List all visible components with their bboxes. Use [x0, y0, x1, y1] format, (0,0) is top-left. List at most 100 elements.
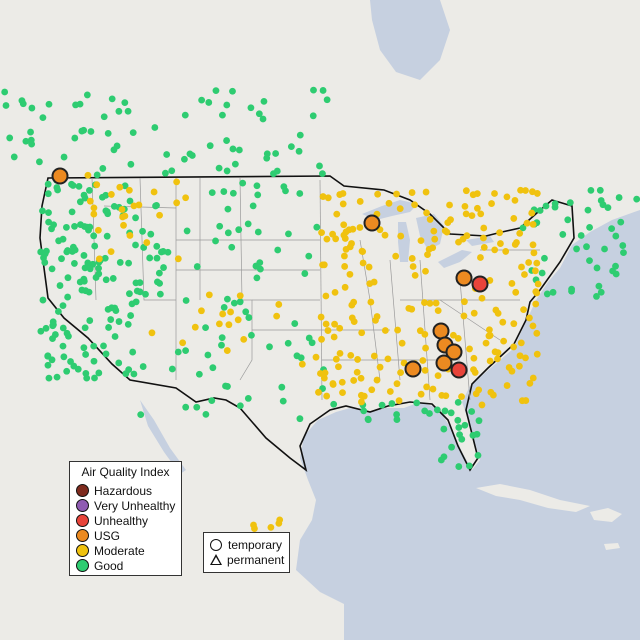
- station-good: [39, 114, 47, 122]
- station-moderate: [357, 391, 365, 399]
- station-moderate: [518, 263, 525, 271]
- station-moderate: [444, 219, 452, 227]
- station-good: [604, 204, 612, 212]
- station-moderate: [324, 194, 332, 202]
- station-good: [90, 232, 98, 240]
- station-moderate: [508, 280, 516, 287]
- station-moderate: [398, 339, 406, 347]
- station-good: [48, 356, 56, 364]
- station-moderate: [497, 240, 504, 247]
- station-good: [229, 145, 237, 153]
- station-good: [153, 242, 161, 250]
- station-moderate: [531, 267, 539, 275]
- station-good: [49, 318, 57, 326]
- station-moderate: [468, 212, 476, 220]
- station-good: [45, 374, 53, 382]
- station-good: [455, 463, 463, 470]
- station-moderate: [474, 204, 481, 212]
- station-good: [95, 264, 102, 272]
- station-good: [152, 202, 159, 210]
- station-moderate: [324, 327, 332, 334]
- station-good: [224, 229, 232, 237]
- station-good: [220, 188, 228, 195]
- station-good: [469, 431, 477, 439]
- legend-label: USG: [94, 528, 121, 543]
- station-moderate: [496, 229, 504, 237]
- station-good: [278, 383, 286, 391]
- us-border: [39, 175, 575, 472]
- lake-erie: [438, 250, 472, 268]
- station-moderate: [492, 306, 500, 314]
- station-good: [319, 170, 326, 178]
- station-good: [10, 153, 18, 161]
- station-good: [447, 409, 455, 417]
- station-usg: [455, 269, 473, 287]
- station-moderate: [516, 352, 524, 360]
- station-moderate: [392, 252, 400, 260]
- station-moderate: [394, 326, 402, 334]
- station-moderate: [487, 388, 495, 396]
- station-moderate: [148, 329, 156, 337]
- station-good: [126, 290, 133, 298]
- station-moderate: [491, 246, 499, 254]
- station-moderate: [533, 289, 541, 297]
- station-good: [454, 398, 462, 406]
- station-good: [615, 194, 623, 201]
- station-good: [224, 295, 231, 303]
- station-moderate: [386, 388, 394, 395]
- station-moderate: [532, 300, 540, 308]
- station-moderate: [397, 232, 405, 240]
- station-good: [55, 237, 63, 245]
- station-good: [136, 279, 144, 287]
- station-moderate: [348, 301, 356, 309]
- station-moderate: [126, 232, 134, 239]
- station-good: [50, 221, 58, 229]
- station-good: [142, 290, 149, 298]
- station-moderate: [458, 393, 465, 401]
- station-moderate: [503, 193, 511, 201]
- station-good: [296, 415, 304, 423]
- station-moderate: [205, 291, 213, 299]
- station-good: [259, 115, 267, 123]
- station-moderate: [357, 374, 365, 382]
- station-moderate: [520, 306, 527, 313]
- station-moderate: [234, 316, 242, 324]
- station-moderate: [533, 259, 541, 267]
- station-moderate: [470, 309, 478, 317]
- station-good: [208, 189, 216, 197]
- station-moderate: [432, 299, 440, 307]
- station-good: [209, 364, 217, 372]
- station-moderate: [533, 350, 541, 358]
- station-good: [330, 400, 338, 408]
- station-moderate: [312, 353, 320, 361]
- very-unhealthy-swatch: [76, 499, 89, 512]
- station-good: [253, 274, 261, 282]
- station-good: [263, 154, 271, 162]
- station-moderate: [478, 401, 486, 409]
- station-good: [108, 304, 116, 312]
- station-moderate: [173, 178, 181, 186]
- station-moderate: [348, 240, 355, 247]
- station-moderate: [331, 320, 338, 328]
- station-moderate: [323, 392, 331, 400]
- station-good: [63, 329, 71, 337]
- station-moderate: [336, 349, 344, 357]
- station-good: [244, 220, 252, 228]
- station-good: [136, 288, 144, 296]
- station-moderate: [526, 314, 533, 322]
- station-good: [587, 186, 595, 194]
- station-good: [319, 87, 327, 94]
- station-moderate: [86, 197, 94, 205]
- station-good: [284, 339, 292, 347]
- station-unhealthy: [450, 361, 468, 379]
- station-good: [266, 343, 273, 351]
- lake-ontario: [466, 236, 494, 246]
- station-moderate: [318, 229, 325, 237]
- usg-swatch: [76, 529, 89, 542]
- station-moderate: [424, 251, 431, 258]
- station-good: [140, 244, 148, 251]
- station-moderate: [494, 355, 501, 363]
- station-moderate: [116, 183, 124, 191]
- station-good: [163, 151, 171, 158]
- station-good: [168, 167, 176, 175]
